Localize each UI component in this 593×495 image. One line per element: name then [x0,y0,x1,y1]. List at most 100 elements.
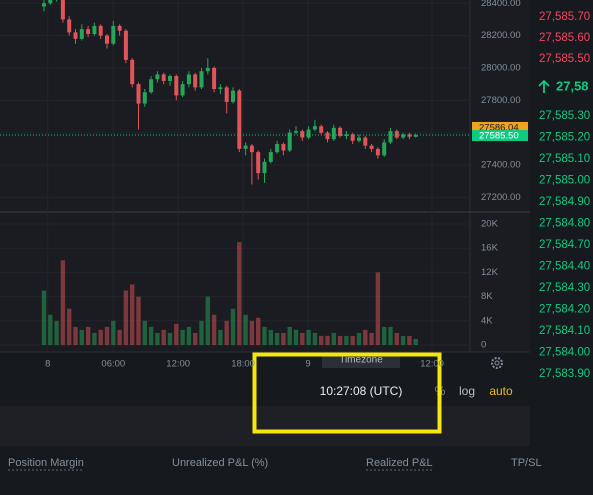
candle-body [60,0,65,20]
candle-body [42,3,46,7]
candle-body [136,84,141,104]
volume-bar [363,329,368,345]
utc-time[interactable]: 10:27:08 (UTC) [320,384,403,398]
volume-bar [123,290,129,345]
volume-bar [174,323,179,345]
volume-bar [230,308,236,345]
volume-bar [155,332,160,345]
volume-tick-label: 0 [481,340,486,351]
tab[interactable]: Realized P&L [366,457,433,469]
y-tick-label: 27400.00 [481,160,521,171]
x-tick-label: 9 [305,359,310,370]
price-marker [472,121,528,133]
volume-bar [337,335,343,345]
settings-gear[interactable] [491,357,503,369]
candle-body [382,142,387,156]
empty-band [0,406,530,446]
bid-price: 27,584.90 [539,196,590,208]
volume-bar [256,317,261,345]
log-toggle[interactable]: log [459,384,475,398]
candle-body [287,132,292,151]
y-tick-label: 28200.00 [481,30,521,41]
candle-body [105,35,109,44]
candle-body [161,74,166,81]
volume-bar [60,260,66,345]
candle-body [218,87,223,90]
candle-body [312,126,317,130]
x-tick-label: 12:00 [420,359,444,370]
volume-bar [237,242,242,345]
candle-body [243,145,248,149]
candle-body [268,152,273,162]
candle-body [186,74,191,85]
volume-bar [300,332,305,345]
volume-bar [41,290,47,345]
volume-bar [394,332,399,345]
last-price: 27,58 [556,78,589,93]
volume-bar [312,332,318,345]
highlight-box [252,352,442,434]
volume-bar [388,326,393,345]
bid-price: 27,584.70 [539,239,590,251]
volume-bar [218,329,223,345]
volume-bar [79,329,84,345]
volume-bar [54,320,59,345]
volume-bar [136,296,141,345]
bid-price: 27,583.90 [539,368,590,380]
volume-bar [407,335,412,345]
up-arrow [538,79,550,93]
candle-body [256,152,261,174]
bid-price: 27,584.10 [539,325,590,337]
volume-bar [262,326,267,345]
auto-toggle[interactable]: auto [489,384,513,398]
volume-tick-label: 20K [481,219,499,230]
volume-bar [306,329,311,345]
candle-body [350,134,355,141]
candle-body [237,90,242,149]
candle-body [79,29,84,39]
candle-body [413,135,418,137]
x-tick-label: 12:00 [166,359,190,370]
volume-bar [274,332,280,345]
ask-price: 27,585.70 [539,11,590,23]
price-marker-label: 27586.04 [479,122,519,133]
bid-price: 27,584.00 [539,347,590,359]
gear-icon[interactable] [491,357,503,369]
candle-body [48,0,53,4]
candle-body [205,67,210,72]
volume-bar [287,326,292,345]
candle-body [249,145,254,153]
candle-body [331,127,336,140]
candle-body [394,131,399,138]
volume-bar [180,329,185,345]
candle-body [224,87,229,102]
volume-bar [268,329,273,345]
volume-bar [130,284,135,345]
candle-body [199,71,204,88]
bid-price: 27,584.30 [539,282,590,294]
bid-price: 27,585.10 [539,153,590,165]
volume-bar [142,320,147,345]
candle-body [73,32,78,39]
volume-bar [369,332,374,345]
tab[interactable]: Unrealized P&L (%) [172,457,268,469]
candle-body [344,134,349,136]
candle-body [168,76,172,81]
candle-body [180,84,185,96]
volume-bar [319,335,324,345]
volume-bar [211,314,217,345]
y-tick-label: 27200.00 [481,192,521,203]
bid-price: 27,585.00 [539,175,590,187]
candle-body [369,145,374,149]
volume-bar [224,320,229,345]
candle-body [155,74,160,80]
price-marker [472,130,528,142]
ask-price: 27,585.50 [539,53,590,65]
tab[interactable]: TP/SL [511,457,542,469]
tab[interactable]: Position Margin [8,457,84,469]
candle-body [306,129,311,138]
volume-bar [331,332,336,345]
candle-body [262,161,267,174]
volume-bar [199,320,204,345]
